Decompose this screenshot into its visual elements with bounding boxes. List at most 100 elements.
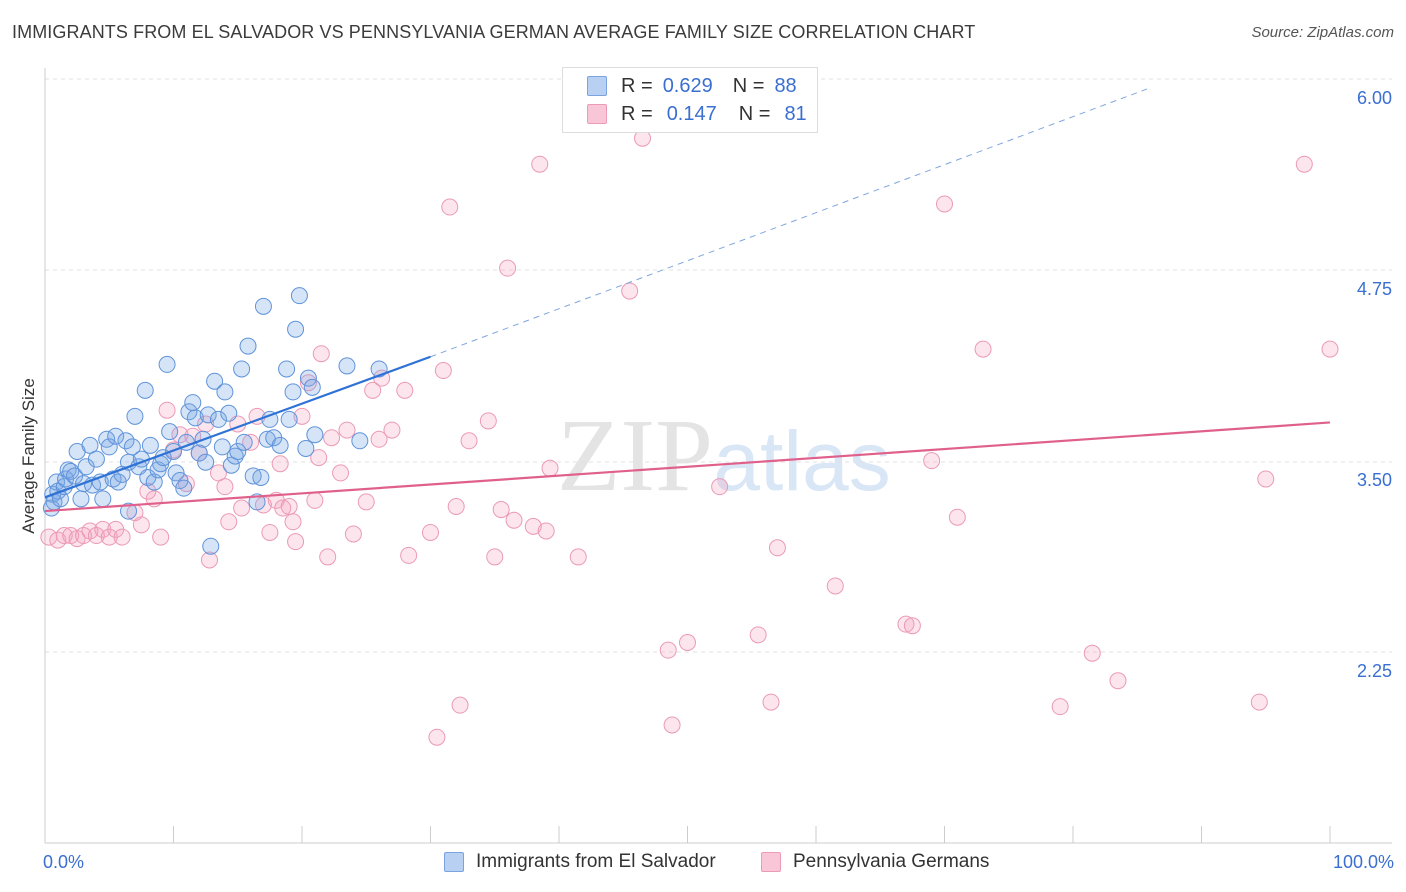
data-point-pennsylvania-germans bbox=[323, 429, 341, 447]
data-point-immigrants-from-el-salvador bbox=[287, 320, 305, 338]
data-point-immigrants-from-el-salvador bbox=[100, 438, 118, 456]
data-point-immigrants-from-el-salvador bbox=[126, 407, 144, 425]
data-point-pennsylvania-germans bbox=[451, 696, 469, 714]
data-point-pennsylvania-germans bbox=[441, 198, 459, 216]
data-point-pennsylvania-germans bbox=[216, 478, 234, 496]
data-point-pennsylvania-germans bbox=[370, 430, 388, 448]
data-point-immigrants-from-el-salvador bbox=[216, 383, 234, 401]
data-point-pennsylvania-germans bbox=[220, 513, 238, 531]
data-point-immigrants-from-el-salvador bbox=[297, 439, 315, 457]
data-point-immigrants-from-el-salvador bbox=[284, 383, 302, 401]
data-point-pennsylvania-germans bbox=[1250, 693, 1268, 711]
data-point-immigrants-from-el-salvador bbox=[180, 403, 198, 421]
data-point-pennsylvania-germans bbox=[113, 528, 131, 546]
data-point-pennsylvania-germans bbox=[261, 523, 279, 541]
data-point-immigrants-from-el-salvador bbox=[175, 479, 193, 497]
data-point-immigrants-from-el-salvador bbox=[233, 360, 251, 378]
trend-lines bbox=[44, 87, 1331, 513]
data-point-pennsylvania-germans bbox=[762, 693, 780, 711]
legend-n-label: N = bbox=[738, 102, 771, 125]
data-point-immigrants-from-el-salvador bbox=[271, 436, 289, 454]
data-point-pennsylvania-germans bbox=[364, 381, 382, 399]
data-point-immigrants-from-el-salvador bbox=[117, 432, 135, 450]
data-point-pennsylvania-germans bbox=[55, 527, 73, 545]
data-point-immigrants-from-el-salvador bbox=[213, 438, 231, 456]
data-point-pennsylvania-germans bbox=[400, 546, 418, 564]
data-point-immigrants-from-el-salvador bbox=[167, 464, 185, 482]
data-point-pennsylvania-germans bbox=[663, 716, 681, 734]
data-point-pennsylvania-germans bbox=[1295, 155, 1313, 173]
data-point-immigrants-from-el-salvador bbox=[190, 444, 208, 462]
data-point-pennsylvania-germans bbox=[152, 528, 170, 546]
data-point-pennsylvania-germans bbox=[344, 525, 362, 543]
data-point-pennsylvania-germans bbox=[242, 433, 260, 451]
data-point-pennsylvania-germans bbox=[293, 407, 311, 425]
data-point-pennsylvania-germans bbox=[524, 517, 542, 535]
watermark-zip: ZIP bbox=[557, 398, 713, 513]
data-point-pennsylvania-germans bbox=[422, 523, 439, 541]
data-point-pennsylvania-germans bbox=[1321, 340, 1339, 358]
data-point-immigrants-from-el-salvador bbox=[306, 426, 324, 444]
data-point-immigrants-from-el-salvador bbox=[94, 490, 112, 508]
data-point-pennsylvania-germans bbox=[274, 499, 292, 517]
legend-label: Immigrants from El Salvador bbox=[476, 851, 716, 872]
data-point-immigrants-from-el-salvador bbox=[202, 537, 220, 555]
legend-row-blue: R = 0.629 N = 88 bbox=[587, 72, 797, 100]
data-point-immigrants-from-el-salvador bbox=[107, 427, 125, 445]
trend-line-extension bbox=[430, 87, 1151, 358]
data-point-immigrants-from-el-salvador bbox=[199, 406, 217, 424]
data-point-pennsylvania-germans bbox=[936, 195, 953, 213]
data-point-immigrants-from-el-salvador bbox=[226, 447, 244, 465]
y-tick-label: 2.25 bbox=[1357, 661, 1392, 681]
legend-label: Pennsylvania Germans bbox=[793, 851, 990, 872]
data-point-immigrants-from-el-salvador bbox=[186, 409, 204, 427]
data-point-pennsylvania-germans bbox=[541, 459, 559, 477]
legend-n-label: N = bbox=[732, 74, 765, 97]
data-point-immigrants-from-el-salvador bbox=[120, 502, 138, 520]
legend-swatch-pink bbox=[761, 852, 781, 872]
data-point-pennsylvania-germans bbox=[1109, 672, 1127, 690]
y-tick-labels: 6.00 4.75 3.50 2.25 bbox=[1357, 88, 1392, 681]
data-point-pennsylvania-germans bbox=[357, 493, 375, 511]
data-point-pennsylvania-germans bbox=[974, 340, 992, 358]
data-point-immigrants-from-el-salvador bbox=[158, 355, 176, 373]
legend-n-value: 88 bbox=[774, 74, 797, 97]
data-point-pennsylvania-germans bbox=[505, 511, 523, 529]
data-point-immigrants-from-el-salvador bbox=[141, 436, 159, 454]
legend-item-el-salvador: Immigrants from El Salvador bbox=[444, 851, 716, 873]
chart-title: IMMIGRANTS FROM EL SALVADOR VS PENNSYLVA… bbox=[12, 22, 976, 42]
data-point-immigrants-from-el-salvador bbox=[109, 473, 127, 491]
data-point-immigrants-from-el-salvador bbox=[338, 357, 356, 375]
series-immigrants-from-el-salvador bbox=[42, 287, 388, 555]
data-point-pennsylvania-germans bbox=[948, 508, 966, 526]
data-point-immigrants-from-el-salvador bbox=[299, 369, 317, 387]
data-point-immigrants-from-el-salvador bbox=[72, 490, 90, 508]
data-point-immigrants-from-el-salvador bbox=[59, 461, 77, 479]
data-point-pennsylvania-germans bbox=[200, 551, 218, 569]
data-point-pennsylvania-germans bbox=[659, 641, 677, 659]
data-point-pennsylvania-germans bbox=[158, 401, 176, 419]
data-point-immigrants-from-el-salvador bbox=[171, 472, 189, 490]
data-point-immigrants-from-el-salvador bbox=[220, 404, 238, 422]
legend-r-label: R = bbox=[621, 102, 653, 125]
data-point-immigrants-from-el-salvador bbox=[351, 432, 369, 450]
data-point-pennsylvania-germans bbox=[396, 381, 414, 399]
data-point-pennsylvania-germans bbox=[621, 282, 639, 300]
data-point-pennsylvania-germans bbox=[319, 548, 337, 566]
data-point-pennsylvania-germans bbox=[280, 498, 298, 516]
legend-n-value: 81 bbox=[784, 102, 807, 125]
data-point-pennsylvania-germans bbox=[460, 432, 478, 450]
data-point-pennsylvania-germans bbox=[284, 513, 302, 531]
data-point-pennsylvania-germans bbox=[1257, 470, 1275, 488]
data-point-immigrants-from-el-salvador bbox=[248, 493, 266, 511]
data-point-pennsylvania-germans bbox=[531, 155, 549, 173]
data-point-pennsylvania-germans bbox=[332, 464, 350, 482]
data-point-immigrants-from-el-salvador bbox=[184, 394, 202, 412]
data-point-pennsylvania-germans bbox=[312, 345, 330, 363]
data-point-pennsylvania-germans bbox=[271, 455, 289, 473]
data-point-pennsylvania-germans bbox=[903, 617, 921, 635]
data-point-immigrants-from-el-salvador bbox=[280, 410, 298, 428]
data-point-pennsylvania-germans bbox=[492, 501, 510, 519]
legend-row-pink: R = 0.147 N = 81 bbox=[587, 100, 807, 128]
axes bbox=[44, 68, 1392, 844]
